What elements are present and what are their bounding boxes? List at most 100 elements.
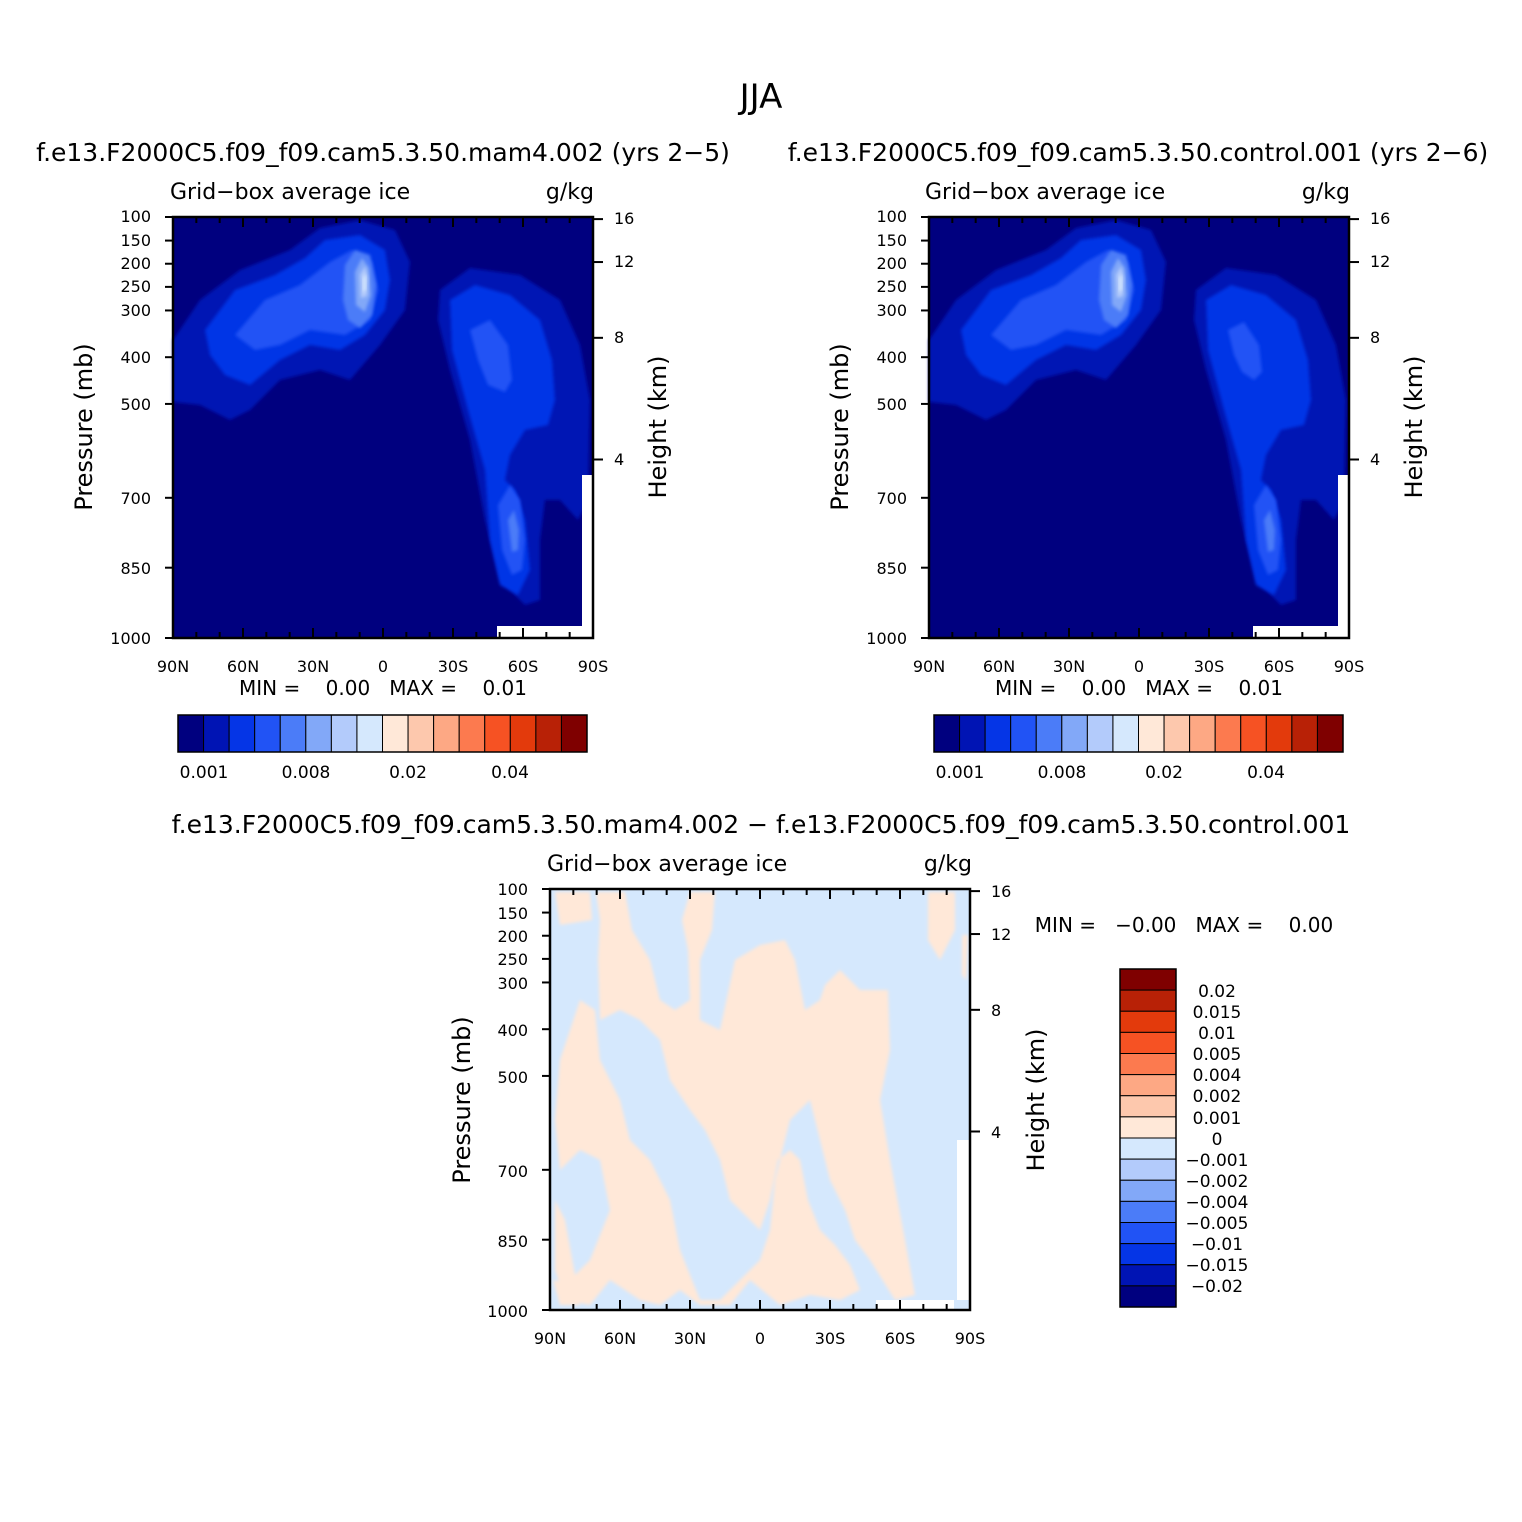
colorbar-label: 0.04 — [1247, 763, 1285, 783]
positive-difference-region — [928, 892, 955, 960]
panel-mam4: f.e13.F2000C5.f09_f09.cam5.3.50.mam4.002… — [36, 138, 730, 783]
contour-level-5 — [508, 510, 519, 552]
colorbar-swatch — [933, 714, 961, 753]
panel-difference-left-label: Grid−box average ice — [547, 852, 787, 877]
colorbar-label: 0.004 — [1193, 1066, 1242, 1086]
y-tick-label: 700 — [120, 489, 151, 508]
colorbar-swatch — [1119, 1074, 1177, 1097]
colorbar-swatch — [254, 714, 281, 753]
colorbar-swatch — [560, 714, 588, 753]
y-axis-labels: 100 150 200 250 300 400 500 700 850 1000 — [866, 207, 907, 648]
colorbar-swatch — [1119, 1158, 1177, 1181]
y-tick-label: 500 — [120, 395, 151, 414]
colorbar-label: −0.004 — [1186, 1193, 1249, 1213]
x-tick-label: 60N — [604, 1329, 636, 1348]
colorbar-swatch — [177, 714, 205, 753]
height-tick-label: 8 — [1370, 328, 1380, 347]
height-tick-label: 8 — [614, 328, 624, 347]
colorbar-labels: 0.001 0.008 0.02 0.04 — [180, 763, 529, 783]
colorbar-swatch — [279, 714, 307, 753]
panel-difference-units: g/kg — [924, 852, 972, 877]
colorbar-label: 0.001 — [180, 763, 229, 783]
colorbar — [933, 714, 1344, 753]
colorbar-swatch — [1035, 714, 1063, 753]
colorbar-swatch — [484, 714, 511, 753]
colorbar-label: 0.02 — [1198, 982, 1236, 1002]
y-tick-label: 200 — [497, 927, 528, 946]
colorbar-swatch — [1119, 1264, 1177, 1287]
colorbar-swatch — [1086, 714, 1114, 753]
colorbar-swatch — [356, 714, 383, 753]
x-tick-label: 30N — [297, 657, 329, 676]
colorbar-swatch — [1119, 1137, 1177, 1160]
x-axis-labels: 90N 60N 30N 0 30S 60S 90S — [534, 1329, 985, 1348]
figure-title: JJA — [738, 77, 783, 117]
colorbar-label: 0.005 — [1193, 1045, 1242, 1065]
y-tick-label: 500 — [497, 1068, 528, 1087]
panel-mam4-units: g/kg — [546, 180, 594, 205]
colorbar-swatch — [1119, 1116, 1177, 1139]
y-tick-label: 100 — [120, 207, 151, 226]
height-tick-label: 4 — [614, 450, 624, 469]
x-tick-label: 60N — [227, 657, 259, 676]
colorbar-swatch — [1189, 714, 1216, 753]
height-tick-label: 4 — [991, 1123, 1001, 1142]
y-tick-label: 200 — [120, 254, 151, 273]
colorbar-swatch — [228, 714, 256, 753]
y-axis-title: Pressure (mb) — [448, 1016, 476, 1183]
y-tick-label: 700 — [876, 489, 907, 508]
colorbar-label: 0.001 — [936, 763, 985, 783]
contour-level-4 — [991, 250, 1134, 350]
x-tick-label: 0 — [755, 1329, 765, 1348]
x-tick-label: 60N — [983, 657, 1015, 676]
y-tick-label: 150 — [120, 231, 151, 250]
y-tick-label: 250 — [497, 950, 528, 969]
contour-field — [553, 892, 968, 1305]
positive-difference-region — [553, 1280, 580, 1305]
colorbar-label: 0.015 — [1193, 1003, 1242, 1023]
contour-level-4 — [235, 250, 378, 350]
colorbar-label: 0.01 — [1198, 1024, 1236, 1044]
axis-ticks — [921, 216, 1359, 639]
colorbar-swatch — [1291, 714, 1318, 753]
y-tick-label: 850 — [497, 1232, 528, 1251]
colorbar-label: −0.015 — [1186, 1256, 1249, 1276]
contour-field — [173, 220, 593, 638]
y-tick-label: 1000 — [866, 629, 907, 648]
contour-level-8 — [1119, 274, 1122, 292]
colorbar-swatch — [1061, 714, 1088, 753]
height-tick-label: 16 — [1370, 209, 1390, 228]
y-tick-label: 150 — [497, 904, 528, 923]
y-tick-label: 250 — [876, 277, 907, 296]
colorbar-swatch — [433, 714, 460, 753]
colorbar-frame — [177, 714, 588, 753]
colorbar-swatch — [984, 714, 1012, 753]
height-tick-label: 12 — [614, 252, 634, 271]
positive-difference-region — [636, 1180, 665, 1290]
missing-data — [582, 475, 593, 626]
x-axis-labels: 90N 60N 30N 0 30S 60S 90S — [157, 657, 608, 676]
colorbar-swatch — [1316, 714, 1344, 753]
colorbar-labels: 0.02 0.015 0.01 0.005 0.004 0.002 0.001 … — [1186, 982, 1249, 1297]
x-tick-label: 60S — [508, 657, 539, 676]
y-axis-right-title: Height (km) — [1400, 356, 1428, 499]
colorbar-label: −0.002 — [1186, 1172, 1249, 1192]
y-tick-label: 100 — [497, 880, 528, 899]
height-tick-label: 12 — [1370, 252, 1390, 271]
colorbar-label: −0.01 — [1191, 1235, 1243, 1255]
x-tick-label: 60S — [885, 1329, 916, 1348]
height-tick-label: 16 — [991, 882, 1011, 901]
positive-difference-region — [962, 935, 968, 980]
colorbar-swatch — [1119, 1179, 1177, 1202]
y-axis-labels: 100 150 200 250 300 400 500 700 850 1000 — [487, 880, 528, 1321]
missing-data — [497, 626, 593, 638]
contour-level-4 — [1228, 322, 1262, 380]
y-tick-label: 1000 — [110, 629, 151, 648]
y-axis-labels: 100 150 200 250 300 400 500 700 850 1000 — [110, 207, 151, 648]
y-axis-right-labels: 16 12 8 4 — [1370, 209, 1390, 469]
x-tick-label: 30S — [1194, 657, 1225, 676]
y-tick-label: 850 — [120, 559, 151, 578]
missing-data — [1253, 626, 1349, 638]
colorbar-label: 0 — [1212, 1130, 1223, 1150]
contour-field — [929, 220, 1349, 638]
